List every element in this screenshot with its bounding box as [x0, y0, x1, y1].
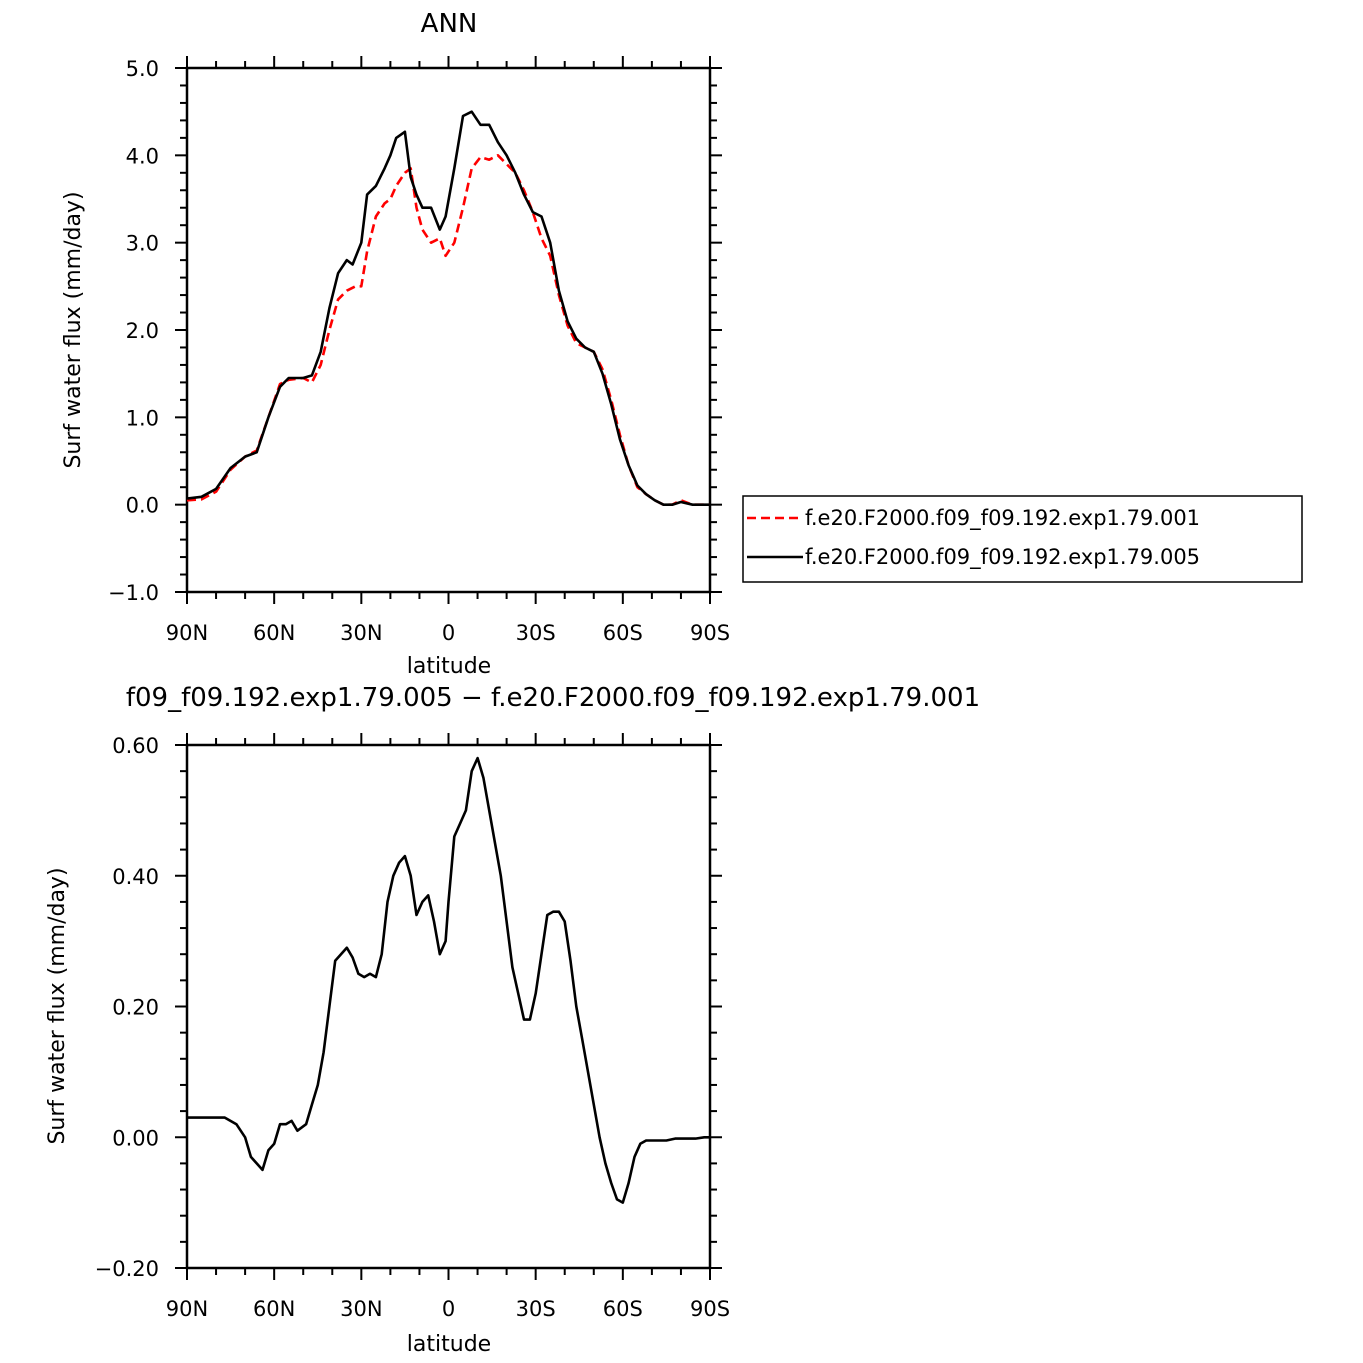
top-ticks: 90N 60N 30N 0 30S 60S 90S −1.0 0.0 1.0 2.0 3.0 4.0 5.… — [108, 56, 730, 645]
x-tick-label: 30S — [516, 621, 556, 645]
top-plot-frame — [185, 66, 712, 594]
y-tick-label: 4.0 — [126, 144, 159, 168]
bottom-panel: f09_f09.192.exp1.79.005 − f.e20.F2000.f0… — [45, 683, 980, 1357]
y-tick-label: 0.0 — [126, 494, 159, 518]
bottom-series — [187, 756, 710, 1204]
y-tick-label: −0.20 — [95, 1257, 159, 1281]
legend-box — [742, 495, 1303, 583]
bottom-ticks: 90N 60N 30N 0 30S 60S 90S −0.20 0.00 0.20 0.40 0.60 — [95, 733, 730, 1321]
y-tick-label: 3.0 — [126, 232, 159, 256]
x-tick-label: 60N — [253, 1297, 295, 1321]
top-series — [186, 110, 710, 507]
legend-label-005: f.e20.F2000.f09_f09.192.exp1.79.005 — [805, 545, 1200, 570]
x-tick-label: 30N — [340, 621, 382, 645]
top-chart-title: ANN — [421, 9, 478, 39]
top-y-axis-label: Surf water flux (mm/day) — [61, 191, 86, 468]
bottom-x-axis-label: latitude — [407, 1332, 491, 1357]
series-line-difference — [187, 756, 710, 1204]
y-tick-label: 5.0 — [126, 57, 159, 81]
x-tick-label: 30S — [516, 1297, 556, 1321]
x-tick-label: 90S — [690, 1297, 730, 1321]
bottom-chart-title: f09_f09.192.exp1.79.005 − f.e20.F2000.f0… — [126, 683, 980, 713]
y-tick-label: 0.40 — [112, 865, 159, 889]
x-tick-label: 0 — [442, 621, 455, 645]
bottom-plot-frame — [185, 743, 712, 1270]
x-tick-label: 0 — [442, 1297, 455, 1321]
top-x-axis-label: latitude — [407, 654, 491, 679]
x-tick-label: 90S — [690, 621, 730, 645]
legend-label-001: f.e20.F2000.f09_f09.192.exp1.79.001 — [805, 506, 1200, 531]
x-tick-label: 60S — [603, 621, 643, 645]
series-line-f-e20-f2000-f09-f09-192-exp1-79-005 — [186, 110, 710, 507]
x-tick-label: 60S — [603, 1297, 643, 1321]
bottom-y-axis-label: Surf water flux (mm/day) — [45, 867, 70, 1144]
y-tick-label: −1.0 — [108, 581, 159, 605]
x-tick-label: 30N — [340, 1297, 382, 1321]
x-tick-label: 90N — [166, 621, 208, 645]
y-tick-label: 1.0 — [126, 406, 159, 430]
x-tick-label: 60N — [253, 621, 295, 645]
y-tick-label: 0.60 — [112, 734, 159, 758]
legend: f.e20.F2000.f09_f09.192.exp1.79.001 f.e2… — [742, 495, 1303, 583]
y-tick-label: 0.00 — [112, 1126, 159, 1150]
top-panel: ANN 90N 60N 30N 0 30S 60S 90S −1.0 0.0 1.0 2.0 3.0 4… — [61, 9, 1303, 679]
y-tick-label: 0.20 — [112, 996, 159, 1020]
y-tick-label: 2.0 — [126, 319, 159, 343]
x-tick-label: 90N — [166, 1297, 208, 1321]
